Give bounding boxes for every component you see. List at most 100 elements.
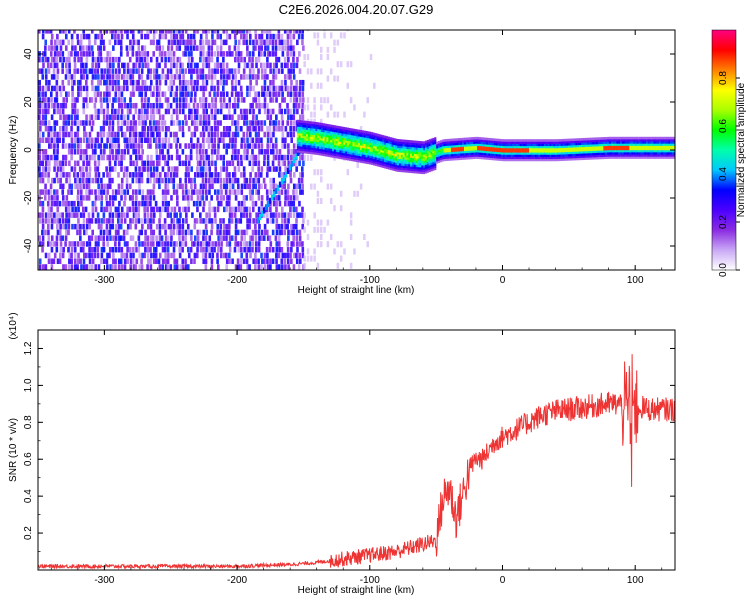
spectrogram-cell xyxy=(419,171,422,174)
spectrogram-cell xyxy=(417,168,420,172)
spectrogram-cell xyxy=(114,108,117,115)
spectrogram-cell xyxy=(298,130,301,134)
spectrogram-cell xyxy=(176,223,180,230)
spectrogram-cell xyxy=(456,146,459,150)
spectrogram-cell xyxy=(134,241,138,247)
spectrogram-cell xyxy=(387,151,390,155)
spectrogram-cell xyxy=(144,91,148,97)
spectrogram-cell xyxy=(415,155,418,159)
spectrogram-cell xyxy=(44,229,47,236)
spectrogram-cell xyxy=(280,172,284,178)
spectrogram-cell xyxy=(304,137,307,141)
spectrogram-cell xyxy=(111,264,114,270)
spectrogram-cell xyxy=(326,130,329,134)
spectrogram-cell xyxy=(335,134,338,137)
spectrogram-cell xyxy=(76,51,79,57)
spectrogram-cell xyxy=(296,212,299,218)
spectrogram-cell xyxy=(307,149,311,152)
spectrogram-cell xyxy=(129,108,132,115)
spectrogram-cell xyxy=(108,79,112,86)
spectrogram-cell xyxy=(234,241,237,247)
spectrogram-cell xyxy=(421,143,424,146)
spectrogram-cell xyxy=(140,68,144,74)
spectrogram-cell xyxy=(115,56,118,63)
spectrogram-cell xyxy=(255,212,258,218)
spectrogram-cell xyxy=(432,153,435,156)
spectrogram-cell xyxy=(452,144,455,148)
spectrogram-cell xyxy=(260,68,264,74)
spectrogram-cell xyxy=(172,120,176,126)
spectrogram-cell xyxy=(302,126,305,130)
spectrogram-cell xyxy=(428,163,431,166)
spectrogram-cell xyxy=(228,218,231,224)
spectrogram-cell xyxy=(190,189,194,195)
spectrogram-cell xyxy=(62,200,65,207)
spectrogram-cell xyxy=(302,120,305,124)
spectrogram-cell xyxy=(506,150,509,153)
spectrogram-cell xyxy=(152,183,156,190)
spectrogram-cell xyxy=(356,129,359,132)
spectrogram-cell xyxy=(257,241,261,247)
spectrogram-cell xyxy=(108,126,111,132)
spectrogram-cell xyxy=(248,218,252,224)
spectrogram-cell xyxy=(137,39,140,46)
spectrogram-cell xyxy=(84,97,88,103)
spectrogram-cell xyxy=(391,146,394,149)
spectrogram-cell xyxy=(471,141,474,145)
spectrogram-cell xyxy=(512,150,515,153)
spectrogram-cell xyxy=(495,155,498,159)
spectrogram-cell xyxy=(428,158,431,162)
spectrogram-cell xyxy=(152,258,156,264)
spectrogram-cell xyxy=(80,264,83,270)
spectrogram-cell xyxy=(240,114,244,120)
spectrogram-cell xyxy=(410,146,413,150)
spectrogram-cell xyxy=(551,145,554,149)
spectrogram-cell xyxy=(263,252,267,259)
spectrogram-cell xyxy=(237,200,241,207)
spectrogram-cell xyxy=(44,149,48,155)
spectrogram-cell xyxy=(225,149,228,155)
spectrogram-cell xyxy=(202,229,206,236)
spectrogram-cell xyxy=(222,166,226,172)
spectrogram-cell xyxy=(70,252,73,259)
spectrogram-cell xyxy=(434,150,437,153)
spectrogram-cell xyxy=(146,252,150,259)
spectrogram-cell xyxy=(540,145,543,149)
spectrogram-cell xyxy=(311,151,314,155)
spectrogram-cell xyxy=(38,137,42,144)
chart-title: C2E6.2026.004.20.07.G29 xyxy=(279,2,434,17)
spectrogram-cell xyxy=(41,206,45,213)
spectrogram-cell xyxy=(55,189,59,195)
spectrogram-cell xyxy=(85,154,89,161)
spectrogram-cell xyxy=(558,158,561,162)
spectrogram-cell xyxy=(111,74,115,80)
spectrogram-cell xyxy=(164,108,168,115)
spectrogram-cell xyxy=(52,149,56,155)
spectrogram-cell xyxy=(181,160,185,167)
spectrogram-cell xyxy=(298,124,301,127)
spectrogram-cell xyxy=(248,126,252,132)
spectrogram-cell xyxy=(140,85,143,92)
spectrogram-cell xyxy=(475,147,478,151)
spectrogram-cell xyxy=(336,75,340,82)
spectrogram-cell xyxy=(242,68,246,74)
spectrogram-cell xyxy=(337,132,340,136)
spectrogram-cell xyxy=(150,206,153,213)
spectrogram-cell xyxy=(382,150,385,153)
spectrogram-cell xyxy=(295,258,299,264)
spectrogram-cell xyxy=(204,85,208,92)
spectrogram-cell xyxy=(419,158,422,161)
spectrogram-cell xyxy=(181,246,184,253)
spectrogram-cell xyxy=(387,166,390,170)
spectrogram-cell xyxy=(417,149,420,153)
spectrogram-cell xyxy=(56,51,60,57)
spectrogram-cell xyxy=(417,166,420,170)
spectrogram-cell xyxy=(372,132,376,136)
spectrogram-cell xyxy=(343,111,346,118)
spectrogram-cell xyxy=(275,223,279,230)
spectrogram-cell xyxy=(181,264,185,270)
spectrogram-cell xyxy=(352,135,355,138)
spectrogram-cell xyxy=(369,146,372,150)
spectrogram-cell xyxy=(527,154,530,157)
spectrogram-cell xyxy=(255,218,258,224)
